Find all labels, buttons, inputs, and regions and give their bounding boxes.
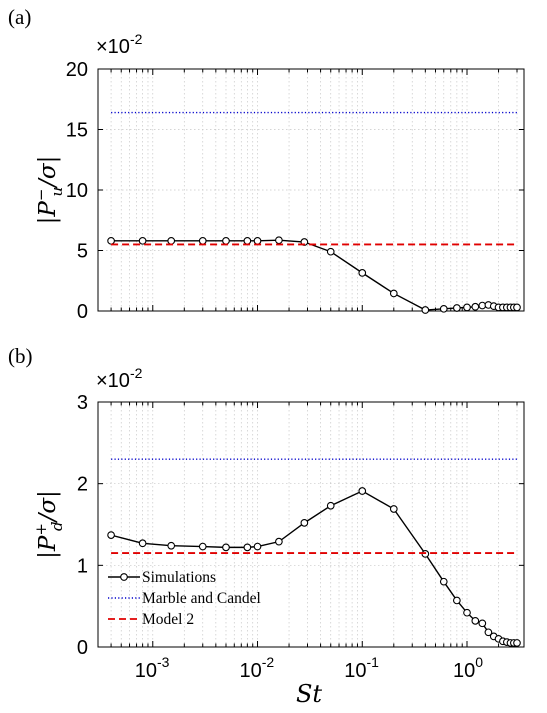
- data-point: [222, 543, 230, 552]
- legend-label: Model 2: [142, 611, 194, 628]
- data-point: [358, 487, 367, 495]
- x-axis-label: St: [296, 680, 322, 708]
- y-tick-label: 10: [66, 180, 88, 202]
- y-tick-label: 1: [77, 555, 88, 577]
- panel-label: (a): [8, 5, 31, 29]
- data-point: [463, 303, 471, 312]
- panel-b: (b) 0 1 2 3 ×10-2 |P+d/σ| 10-3 10-2 10-1 100 St Simu…: [8, 344, 525, 708]
- y-axis-label: |P−u/σ|: [32, 156, 66, 225]
- data-point: [513, 639, 521, 647]
- data-point: [275, 236, 283, 245]
- data-point: [439, 577, 448, 586]
- y-tick-label: 3: [77, 392, 88, 414]
- y-axis-label: |P+d/σ|: [32, 490, 66, 559]
- series-simulations: [107, 236, 521, 314]
- data-point: [471, 302, 480, 311]
- legend-label: Marble and Candel: [142, 590, 261, 607]
- grid: [97, 68, 524, 312]
- data-point: [358, 269, 367, 277]
- y-tick-label: 2: [77, 474, 88, 496]
- x-tick-label: 100: [453, 654, 483, 682]
- data-point: [300, 519, 309, 527]
- y-tick-label: 15: [66, 120, 88, 142]
- data-point: [453, 304, 461, 312]
- data-point: [253, 236, 262, 245]
- x-tick-label: 10-3: [135, 654, 170, 682]
- data-point: [484, 628, 493, 637]
- data-point: [421, 306, 430, 314]
- data-point: [138, 539, 147, 548]
- data-point: [198, 236, 207, 245]
- data-point: [222, 236, 230, 245]
- data-point: [198, 542, 207, 551]
- data-point: [167, 236, 176, 245]
- data-point: [326, 247, 335, 256]
- x-tick-label: 10-1: [344, 654, 379, 682]
- panel-label: (b): [8, 344, 33, 368]
- data-point: [167, 541, 176, 550]
- data-point: [463, 608, 471, 617]
- y-multiplier-label: ×10-2: [96, 365, 143, 392]
- data-point: [389, 289, 398, 298]
- panel-a: (a) 0 5 10 15 20 ×10-2 |P−u/σ|: [8, 5, 525, 323]
- data-point: [275, 537, 283, 546]
- series-simulations: [107, 487, 521, 647]
- data-point: [389, 505, 398, 513]
- data-point: [243, 543, 252, 552]
- data-point: [253, 542, 262, 551]
- legend-marker: [120, 573, 128, 581]
- data-point: [107, 531, 115, 539]
- data-point: [138, 236, 147, 245]
- data-point: [243, 236, 252, 245]
- x-tick-label: 10-2: [240, 654, 275, 682]
- legend: Simulations Marble and Candel Model 2: [108, 569, 261, 628]
- data-point: [478, 619, 487, 628]
- legend-label: Simulations: [142, 569, 216, 586]
- data-point: [513, 303, 521, 312]
- y-multiplier-label: ×10-2: [96, 31, 143, 58]
- data-point: [107, 236, 115, 245]
- data-point: [326, 501, 335, 510]
- data-point: [471, 617, 480, 625]
- y-tick-label: 0: [77, 637, 88, 659]
- axes-frame: [97, 401, 525, 648]
- y-tick-label: 5: [77, 241, 88, 263]
- y-tick-label: 0: [77, 301, 88, 323]
- y-tick-label: 20: [66, 59, 88, 81]
- data-point: [453, 596, 461, 605]
- data-point: [439, 304, 448, 313]
